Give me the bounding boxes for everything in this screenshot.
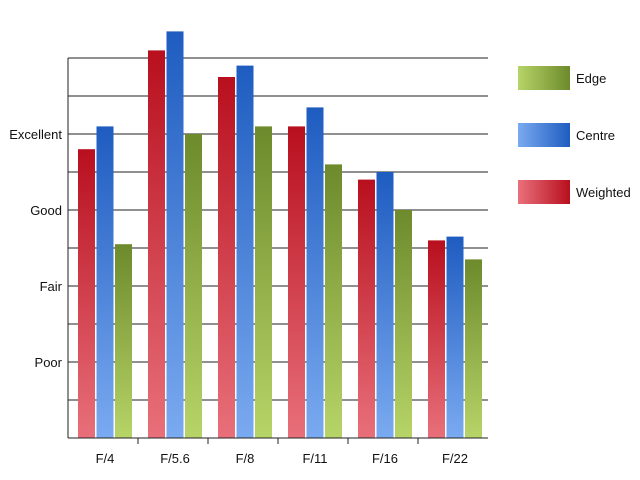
legend-swatch-centre xyxy=(518,123,570,147)
legend-swatch-edge xyxy=(518,66,570,90)
y-tick-label: Excellent xyxy=(9,127,62,142)
x-tick-label: F/11 xyxy=(302,451,327,466)
x-tick-label: F/5.6 xyxy=(160,451,190,466)
bar-weighted-3 xyxy=(288,126,305,439)
axes xyxy=(67,58,488,444)
bar-edge-4 xyxy=(395,210,412,438)
bar-centre-2 xyxy=(236,65,254,438)
bar-edge-1 xyxy=(185,134,202,438)
legend-label-edge: Edge xyxy=(576,71,606,86)
bar-edge-5 xyxy=(465,259,482,438)
x-tick-label: F/16 xyxy=(372,451,398,466)
y-tick-label: Poor xyxy=(35,355,63,370)
bars xyxy=(78,31,482,439)
x-tick-label: F/4 xyxy=(96,451,115,466)
bar-edge-0 xyxy=(115,244,132,438)
legend-swatch-weighted xyxy=(518,180,570,204)
bar-edge-3 xyxy=(325,164,342,438)
bar-weighted-5 xyxy=(428,240,445,438)
bar-weighted-1 xyxy=(148,50,165,439)
bar-centre-4 xyxy=(376,172,394,438)
y-tick-label: Good xyxy=(30,203,62,218)
bar-centre-3 xyxy=(306,107,324,439)
x-tick-label: F/22 xyxy=(442,451,468,466)
bar-centre-1 xyxy=(166,31,184,439)
y-tick-labels: Poor Fair Good Excellent xyxy=(9,127,62,370)
bar-weighted-4 xyxy=(358,179,375,438)
bar-edge-2 xyxy=(255,126,272,439)
bar-centre-5 xyxy=(446,236,464,438)
grid-lines xyxy=(68,57,488,401)
x-tick-label: F/8 xyxy=(236,451,255,466)
legend-label-weighted: Weighted xyxy=(576,185,631,200)
legend-label-centre: Centre xyxy=(576,128,615,143)
bar-weighted-2 xyxy=(218,77,235,438)
legend: Edge Centre Weighted xyxy=(518,66,631,204)
bar-centre-0 xyxy=(96,126,114,439)
bar-weighted-0 xyxy=(78,149,95,438)
y-tick-label: Fair xyxy=(40,279,63,294)
x-tick-labels: F/4 F/5.6 F/8 F/11 F/16 F/22 xyxy=(96,451,468,466)
